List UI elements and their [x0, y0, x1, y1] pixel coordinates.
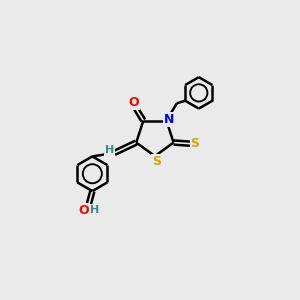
- Text: H: H: [90, 205, 99, 214]
- Text: O: O: [128, 96, 139, 109]
- Text: S: S: [152, 155, 161, 168]
- Text: H: H: [105, 145, 114, 155]
- Text: N: N: [164, 113, 174, 126]
- Text: S: S: [190, 137, 200, 150]
- Text: O: O: [78, 204, 89, 217]
